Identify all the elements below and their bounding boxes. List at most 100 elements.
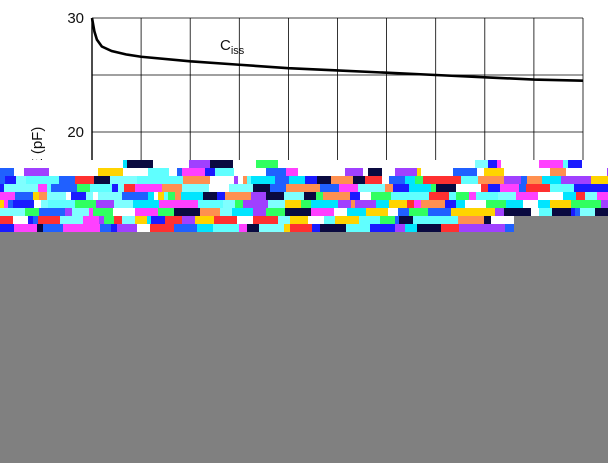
glitch-block (531, 208, 539, 216)
glitch-block (392, 160, 403, 168)
glitch-block (576, 192, 585, 200)
glitch-block (504, 168, 508, 176)
glitch-block (435, 168, 442, 176)
glitch-block (189, 160, 210, 168)
glitch-block (0, 208, 25, 216)
glitch-block (550, 168, 566, 176)
glitch-block (585, 192, 597, 200)
glitch-block (395, 216, 399, 224)
glitch-block (415, 176, 423, 184)
glitch-block (514, 168, 541, 176)
glitch-block (574, 184, 600, 192)
glitch-block (69, 160, 96, 168)
glitch-block (563, 160, 568, 168)
glitch-block (233, 160, 237, 168)
glitch-block (327, 168, 345, 176)
glitch-block (414, 208, 428, 216)
glitch-block (37, 224, 43, 232)
glitch-block (388, 208, 398, 216)
glitch-block (112, 184, 118, 192)
glitch-block (77, 184, 90, 192)
glitch-block (523, 160, 539, 168)
glitch-block (90, 184, 112, 192)
glitch-block (198, 200, 223, 208)
glitch-block (127, 160, 153, 168)
series-line-ciss (90, 17, 584, 82)
glitch-block (591, 176, 608, 184)
glitch-block (147, 216, 151, 224)
glitch-block (516, 192, 538, 200)
glitch-block (584, 168, 607, 176)
glitch-block (312, 224, 320, 232)
glitch-block (305, 176, 317, 184)
series-label-subscript: iss (231, 45, 245, 57)
glitch-block (298, 168, 313, 176)
glitch-block (592, 160, 608, 168)
glitch-block (488, 160, 497, 168)
glitch-block (366, 208, 388, 216)
series-lines (90, 17, 584, 82)
glitch-block (0, 216, 13, 224)
glitch-block (243, 168, 266, 176)
glitch-block (237, 160, 256, 168)
glitch-block (382, 168, 389, 176)
glitch-block (391, 192, 411, 200)
glitch-block (428, 208, 436, 216)
glitch-block (414, 200, 421, 208)
glitch-block (24, 184, 38, 192)
glitch-block (363, 168, 368, 176)
glitch-block (527, 176, 542, 184)
glitch-block (59, 168, 72, 176)
glitch-block (365, 176, 382, 184)
glitch-block (41, 200, 48, 208)
glitch-block (48, 200, 75, 208)
glitch-block (331, 216, 335, 224)
glitch-block (168, 192, 175, 200)
glitch-block (223, 200, 235, 208)
glitch-block (385, 184, 393, 192)
glitch-block (234, 168, 243, 176)
glitch-block (98, 168, 123, 176)
glitch-block (210, 160, 233, 168)
glitch-block (500, 184, 519, 192)
glitch-block (432, 216, 458, 224)
glitch-block (491, 216, 514, 224)
glitch-block (320, 184, 339, 192)
glitch-block (182, 184, 209, 192)
glitch-block (104, 216, 114, 224)
glitch-block (133, 200, 154, 208)
glitch-block (413, 216, 432, 224)
glitch-block (285, 208, 311, 216)
glitch-block (477, 168, 484, 176)
glitch-block (481, 184, 488, 192)
glitch-block (244, 216, 253, 224)
glitch-block (24, 168, 49, 176)
glitch-block (157, 176, 168, 184)
glitch-block (153, 160, 158, 168)
glitch-block (602, 216, 608, 224)
glitch-block (60, 216, 83, 224)
glitch-block (195, 216, 214, 224)
glitch-block (380, 216, 395, 224)
series-label-main: C (220, 37, 231, 54)
glitch-block (550, 200, 571, 208)
glitch-block (238, 176, 243, 184)
glitch-block (213, 224, 239, 232)
glitch-block (169, 168, 177, 176)
glitch-block (411, 192, 429, 200)
glitch-block (484, 216, 491, 224)
glitch-block (47, 192, 66, 200)
glitch-block (162, 184, 182, 192)
glitch-block (247, 176, 251, 184)
glitch-block (423, 176, 434, 184)
glitch-block (5, 176, 16, 184)
glitch-block (135, 184, 162, 192)
glitch-block (461, 176, 478, 184)
glitch-block (72, 208, 89, 216)
glitch-block (331, 176, 353, 184)
glitch-block (135, 208, 158, 216)
glitch-block (28, 216, 33, 224)
glitch-block (114, 200, 133, 208)
